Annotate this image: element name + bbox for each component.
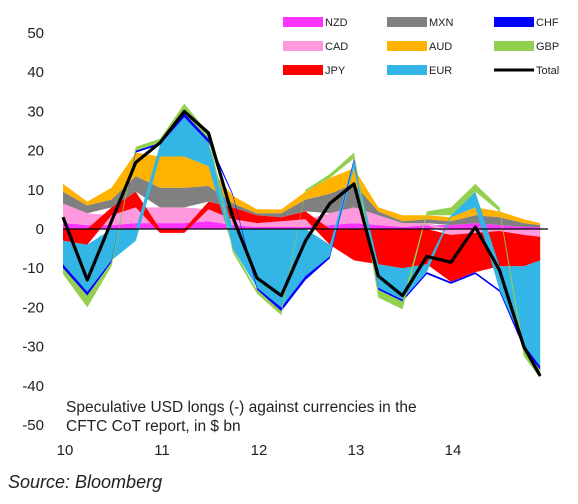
legend-label: AUD <box>429 41 452 53</box>
annotation-line-1: Speculative USD longs (-) against curren… <box>66 399 417 416</box>
source-caption: Source: Bloomberg <box>8 472 163 492</box>
x-tick-label: 11 <box>154 442 170 459</box>
y-tick-label: 50 <box>27 25 44 42</box>
legend-swatch <box>387 41 427 51</box>
x-tick-label: 12 <box>251 442 268 459</box>
legend-item-total: Total <box>494 65 559 77</box>
series-mxn-area <box>63 176 541 227</box>
series-aud-area <box>63 152 541 226</box>
legend-swatch <box>494 41 534 51</box>
legend-label: GBP <box>536 41 559 53</box>
y-tick-label: 40 <box>27 64 44 81</box>
series-nzd-area <box>63 221 541 229</box>
series-total-line <box>61 109 542 377</box>
legend-swatch <box>494 17 534 27</box>
legend-label: JPY <box>325 65 346 77</box>
legend-item-mxn: MXN <box>387 17 454 29</box>
legend-label: CAD <box>325 41 348 53</box>
y-tick-label: -30 <box>22 339 44 356</box>
x-axis: 10 11 12 13 14 <box>57 442 462 459</box>
y-tick-label: 0 <box>36 221 44 238</box>
y-tick-label: 10 <box>27 182 44 199</box>
y-axis: 50 40 30 20 10 0 -10 -20 -30 -40 -50 <box>22 25 44 434</box>
legend-item-jpy: JPY <box>283 65 346 77</box>
legend-item-cad: CAD <box>283 41 348 53</box>
plot-area <box>61 103 542 378</box>
legend-swatch <box>387 17 427 27</box>
legend-swatch <box>283 65 323 75</box>
legend-item-eur: EUR <box>387 65 452 77</box>
legend-swatch <box>387 65 427 75</box>
legend-label: CHF <box>536 17 559 29</box>
y-tick-label: -20 <box>22 299 44 316</box>
x-tick-label: 10 <box>57 442 74 459</box>
legend-item-gbp: GBP <box>494 41 559 53</box>
y-tick-label: 20 <box>27 143 44 160</box>
y-tick-label: 30 <box>27 103 44 120</box>
legend-item-nzd: NZD <box>283 17 348 29</box>
series-cad-area <box>63 203 541 237</box>
series-jpy-area <box>63 191 541 282</box>
legend-swatch <box>283 17 323 27</box>
y-tick-label: -10 <box>22 260 44 277</box>
annotation-line-2: CFTC CoT report, in $ bn <box>66 418 241 435</box>
legend-label: NZD <box>325 17 348 29</box>
series-eur-area <box>63 117 541 367</box>
x-tick-label: 13 <box>348 442 365 459</box>
x-tick-label: 14 <box>445 442 462 459</box>
legend-label: Total <box>536 65 559 77</box>
legend-label: EUR <box>429 65 452 77</box>
legend-label: MXN <box>429 17 454 29</box>
legend-item-chf: CHF <box>494 17 559 29</box>
chart-annotation: Speculative USD longs (-) against curren… <box>66 399 417 435</box>
legend-swatch <box>283 41 323 51</box>
y-tick-label: -40 <box>22 378 44 395</box>
y-tick-label: -50 <box>22 417 44 434</box>
legend-item-aud: AUD <box>387 41 452 53</box>
legend: NZD MXN CHF CAD AUD GBP JPY EUR Total <box>283 17 559 77</box>
